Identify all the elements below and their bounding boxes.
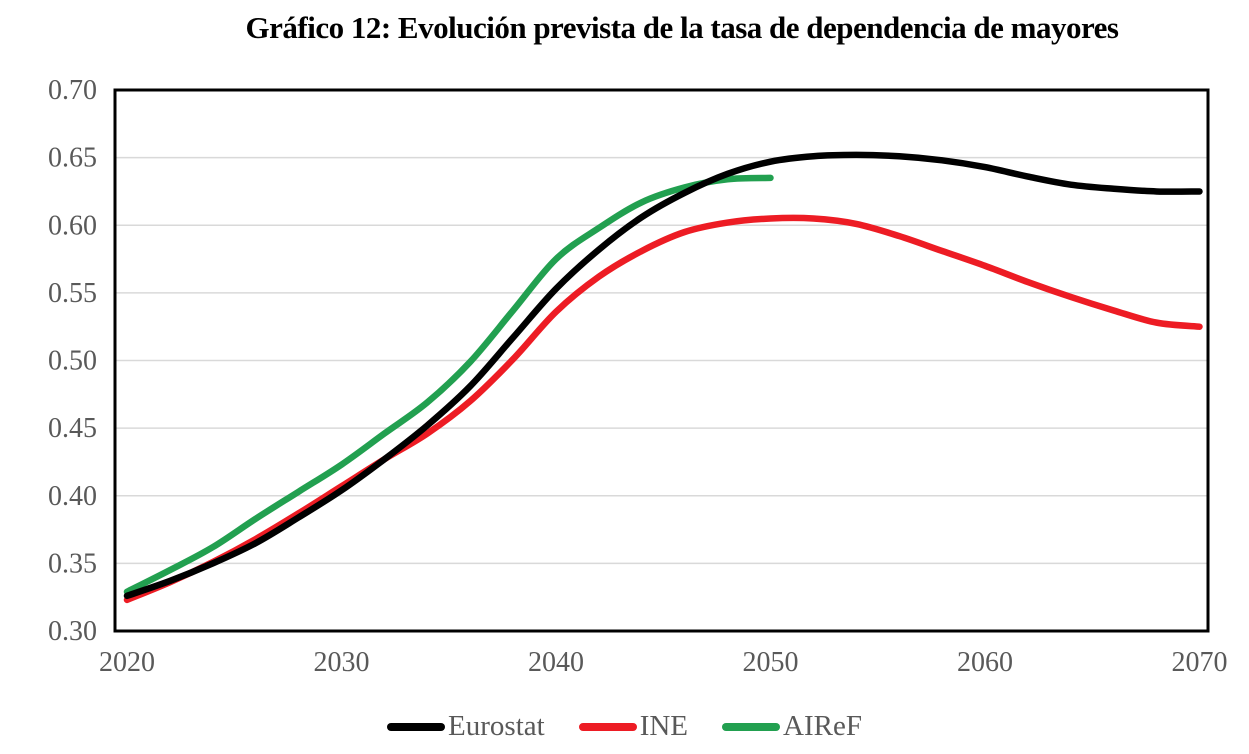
legend-item-ine: INE bbox=[578, 710, 689, 742]
y-tick-label: 0.60 bbox=[48, 210, 97, 241]
y-tick-label: 0.50 bbox=[48, 346, 97, 377]
x-tick-label: 2070 bbox=[1172, 647, 1228, 678]
ine-line-swatch bbox=[578, 722, 637, 731]
x-tick-label: 2060 bbox=[957, 647, 1013, 678]
chart-legend: Eurostat INE AIReF bbox=[0, 712, 1249, 741]
airef-line-swatch bbox=[722, 722, 781, 731]
y-tick-label: 0.55 bbox=[48, 278, 97, 309]
x-tick-label: 2050 bbox=[743, 647, 799, 678]
y-tick-label: 0.40 bbox=[48, 481, 97, 512]
y-tick-label: 0.35 bbox=[48, 548, 97, 579]
y-tick-label: 0.30 bbox=[48, 616, 97, 647]
legend-label-ine: INE bbox=[639, 710, 689, 742]
legend-label-eurostat: Eurostat bbox=[448, 710, 545, 742]
legend-label-airef: AIReF bbox=[783, 710, 862, 742]
legend-item-airef: AIReF bbox=[722, 712, 862, 741]
x-tick-label: 2040 bbox=[528, 647, 584, 678]
series-line-eurostat bbox=[123, 151, 1203, 600]
series-line-ine bbox=[123, 214, 1203, 604]
plot-border bbox=[113, 88, 1210, 633]
chart-title: Gráfico 12: Evolución prevista de la tas… bbox=[245, 10, 1119, 45]
y-tick-label: 0.65 bbox=[48, 143, 97, 174]
x-tick-label: 2020 bbox=[99, 647, 155, 678]
legend-item-eurostat: Eurostat bbox=[387, 712, 545, 741]
x-tick-label: 2030 bbox=[314, 647, 370, 678]
series-line-airef bbox=[123, 174, 774, 596]
eurostat-line-swatch bbox=[387, 722, 446, 731]
y-tick-label: 0.45 bbox=[48, 413, 97, 444]
y-tick-label: 0.70 bbox=[48, 75, 97, 106]
